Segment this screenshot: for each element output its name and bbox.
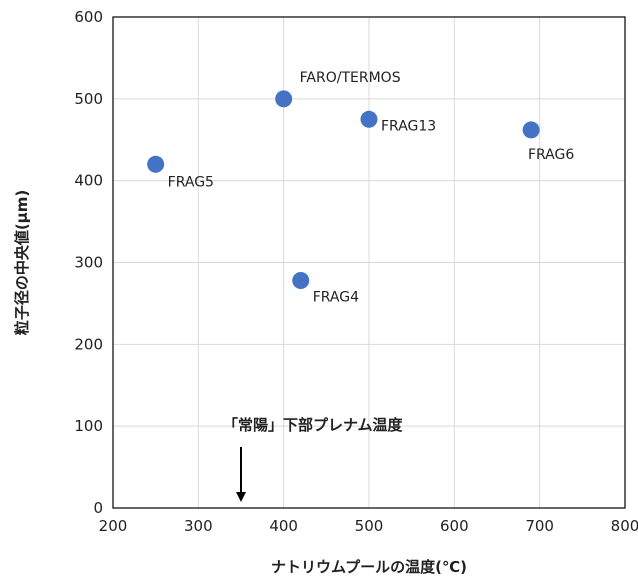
grid-lines	[112, 16, 626, 509]
annotation-label: 「常陽」下部プレナム温度	[223, 416, 404, 434]
x-tick-label: 400	[269, 517, 298, 535]
scatter-point	[292, 272, 310, 290]
scatter-point	[275, 90, 293, 108]
scatter-point	[522, 121, 540, 139]
y-tick-label: 200	[74, 335, 103, 353]
y-axis-title: 粒子径の中央値(μm)	[13, 190, 31, 335]
y-tick-label: 400	[74, 172, 103, 190]
y-tick-label: 0	[93, 499, 103, 517]
x-axis-title: ナトリウムプールの温度(℃)	[271, 558, 467, 576]
y-tick-label: 500	[74, 90, 103, 108]
temperature-annotation: 「常陽」下部プレナム温度	[223, 416, 404, 502]
x-axis-ticks: 200 300 400 500 600 700 800	[99, 517, 638, 535]
x-tick-label: 200	[99, 517, 128, 535]
point-label: FARO/TERMOS	[300, 70, 401, 86]
point-label: FRAG6	[528, 147, 574, 163]
x-tick-label: 300	[184, 517, 213, 535]
x-tick-label: 700	[525, 517, 554, 535]
plot-area	[112, 16, 626, 509]
point-label: FRAG4	[313, 290, 359, 306]
scatter-point	[360, 110, 378, 128]
x-tick-label: 500	[355, 517, 384, 535]
point-label: FRAG13	[381, 118, 436, 134]
scatter-point	[147, 155, 165, 173]
x-tick-label: 600	[440, 517, 469, 535]
y-tick-label: 300	[74, 254, 103, 272]
y-tick-label: 100	[74, 417, 103, 435]
data-points	[147, 90, 540, 290]
x-tick-label: 800	[611, 517, 638, 535]
y-axis-ticks: 0 100 200 300 400 500 600	[74, 8, 103, 517]
y-tick-label: 600	[74, 8, 103, 26]
data-point-labels: FRAG5 FARO/TERMOS FRAG4 FRAG13 FRAG6	[168, 70, 575, 306]
point-label: FRAG5	[168, 174, 214, 190]
